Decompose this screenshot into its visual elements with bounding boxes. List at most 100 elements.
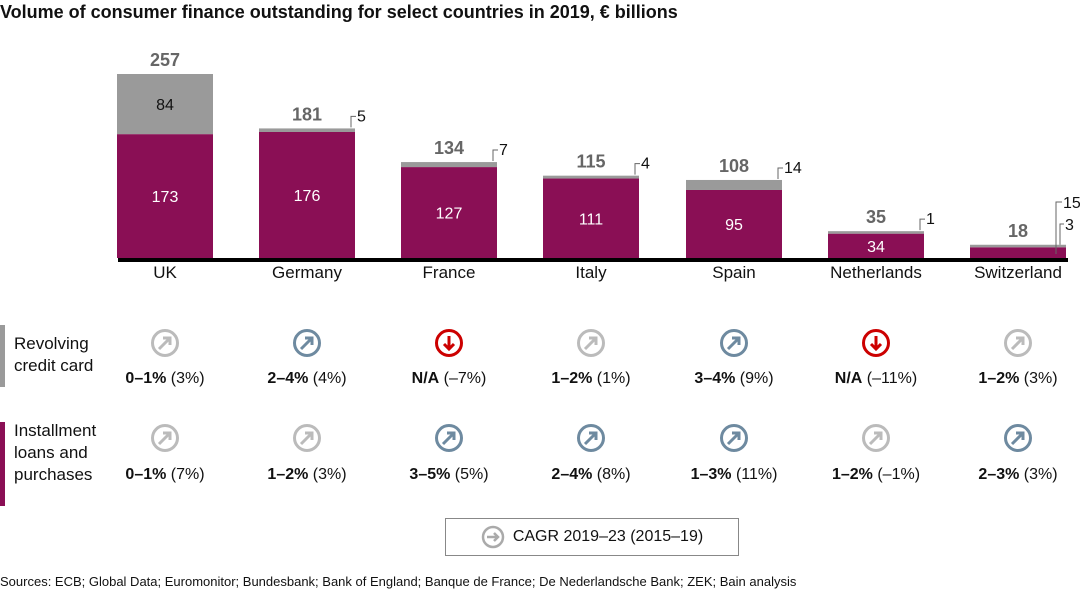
cagr-forecast: 0–1% — [125, 370, 167, 387]
cagr-historical: (1%) — [592, 370, 631, 387]
category-label: France — [423, 263, 476, 282]
row-color-bar — [0, 422, 5, 506]
up-right-arrow-circle-icon — [862, 424, 890, 452]
chart-title: Volume of consumer finance outstanding f… — [0, 2, 678, 22]
cagr-forecast: 1–2% — [978, 370, 1020, 387]
installment-value-label: 173 — [152, 189, 179, 206]
installment-value-label: 15 — [1063, 195, 1080, 212]
callout-line — [1055, 201, 1062, 254]
right-arrow-circle-icon — [481, 525, 505, 549]
up-right-arrow-circle-icon — [1004, 424, 1032, 452]
cagr-historical: (–11%) — [862, 370, 918, 387]
cagr-historical: (11%) — [731, 466, 778, 483]
cagr-value: 2–4% (4%) — [267, 370, 346, 388]
cagr-value: 2–4% (8%) — [551, 466, 630, 484]
cagr-value: 1–2% (3%) — [978, 370, 1057, 388]
up-right-arrow-circle-icon — [720, 424, 748, 452]
cagr-forecast: 3–5% — [409, 466, 451, 483]
callout-line — [492, 149, 498, 162]
row-label-line: purchases — [14, 465, 93, 484]
cagr-value: 2–3% (3%) — [978, 466, 1057, 484]
category-label: Germany — [272, 263, 342, 282]
down-arrow-circle-icon — [862, 329, 890, 357]
up-right-arrow-circle-icon — [151, 424, 179, 452]
total-label: 134 — [434, 138, 464, 158]
total-label: 18 — [1008, 221, 1028, 241]
revolving-value-label: 3 — [1065, 217, 1074, 234]
total-label: 35 — [866, 207, 886, 227]
installment-value-label: 111 — [579, 211, 603, 228]
bar-revolving — [543, 175, 639, 179]
callout-line — [919, 218, 925, 231]
bar-installment — [401, 167, 497, 258]
bar-installment — [970, 247, 1066, 258]
cagr-forecast: N/A — [411, 370, 440, 387]
installment-value-label: 176 — [294, 188, 321, 205]
category-label: UK — [153, 263, 177, 282]
bar-revolving — [828, 231, 924, 234]
category-label: Spain — [712, 263, 755, 282]
total-label: 181 — [292, 104, 322, 124]
revolving-value-label: 7 — [499, 142, 508, 159]
cagr-value: 3–5% (5%) — [409, 466, 488, 484]
category-label: Italy — [575, 263, 607, 282]
bar-revolving — [259, 128, 355, 132]
callout-line — [634, 163, 640, 175]
row-label-line: loans and — [14, 443, 88, 462]
up-right-arrow-circle-icon — [293, 424, 321, 452]
installment-value-label: 95 — [725, 217, 743, 234]
bar-installment — [117, 134, 213, 258]
cagr-value: N/A (–7%) — [412, 370, 487, 388]
callout-line — [777, 167, 783, 179]
cagr-historical: (3%) — [1019, 370, 1058, 387]
revolving-value-label: 1 — [926, 211, 935, 228]
revolving-value-label: 14 — [784, 160, 802, 177]
cagr-forecast: 1–3% — [690, 466, 732, 483]
cagr-value: N/A (–11%) — [835, 370, 917, 388]
cagr-forecast: 3–4% — [694, 370, 736, 387]
cagr-historical: (3%) — [1019, 466, 1058, 483]
bar-revolving — [401, 162, 497, 168]
legend: CAGR 2019–23 (2015–19) — [445, 518, 739, 556]
up-right-arrow-circle-icon — [151, 329, 179, 357]
cagr-value: 0–1% (3%) — [125, 370, 204, 388]
bar-installment — [686, 189, 782, 258]
revolving-value-label: 5 — [357, 108, 366, 125]
total-label: 108 — [719, 156, 749, 176]
installment-value-label: 127 — [436, 206, 463, 223]
cagr-value: 3–4% (9%) — [694, 370, 773, 388]
row-label: Installment loans and purchases — [14, 420, 96, 486]
cagr-value: 1–2% (–1%) — [832, 466, 920, 484]
row-label-line: Revolving — [14, 334, 89, 353]
row-color-bar — [0, 325, 5, 387]
cagr-forecast: 2–4% — [551, 466, 593, 483]
callout-line — [1059, 223, 1064, 245]
up-right-arrow-circle-icon — [293, 329, 321, 357]
cagr-forecast: N/A — [834, 370, 863, 387]
total-label: 257 — [150, 50, 180, 70]
cagr-historical: (3%) — [308, 466, 347, 483]
up-right-arrow-circle-icon — [720, 329, 748, 357]
cagr-historical: (–1%) — [872, 466, 921, 483]
bar-revolving — [970, 244, 1066, 248]
cagr-value: 0–1% (7%) — [125, 466, 204, 484]
revolving-value-label: 4 — [641, 156, 650, 173]
cagr-historical: (–7%) — [439, 370, 487, 387]
up-right-arrow-circle-icon — [435, 424, 463, 452]
up-right-arrow-circle-icon — [577, 424, 605, 452]
legend-text: CAGR 2019–23 (2015–19) — [512, 528, 704, 545]
cagr-historical: (4%) — [308, 370, 347, 387]
revolving-value-label: 84 — [156, 97, 174, 114]
cagr-historical: (5%) — [450, 466, 489, 483]
cagr-forecast: 2–3% — [978, 466, 1020, 483]
category-label: Switzerland — [974, 263, 1062, 282]
cagr-historical: (3%) — [166, 370, 205, 387]
cagr-historical: (9%) — [735, 370, 774, 387]
bar-revolving — [117, 74, 213, 135]
down-arrow-circle-icon — [435, 329, 463, 357]
total-label: 115 — [576, 152, 605, 172]
cagr-value: 1–2% (1%) — [551, 370, 630, 388]
cagr-forecast: 1–2% — [831, 466, 873, 483]
up-right-arrow-circle-icon — [577, 329, 605, 357]
